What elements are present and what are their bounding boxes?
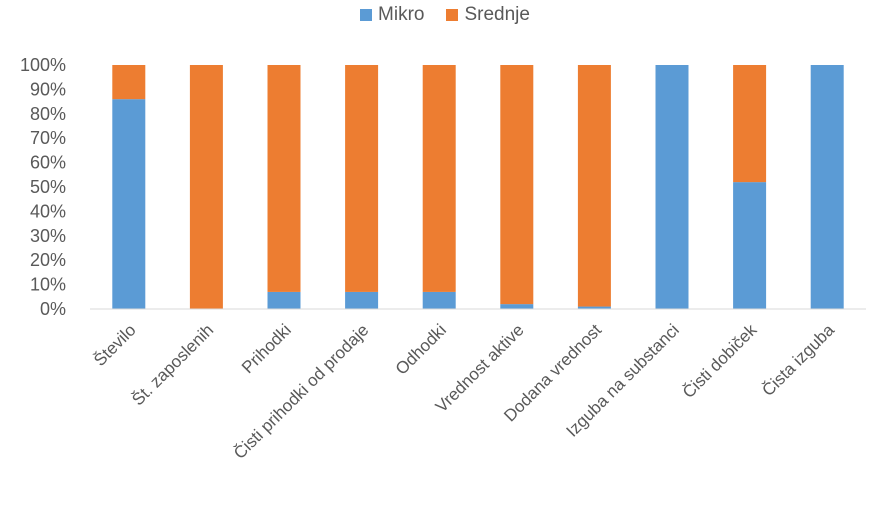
bar-srednje-2 <box>189 65 223 309</box>
bar-srednje-1 <box>112 65 146 100</box>
bar-mikro-6 <box>500 304 534 309</box>
y-tick-label: 90% <box>30 79 66 99</box>
legend-swatch-srednje <box>446 9 459 21</box>
y-tick-label: 10% <box>30 275 66 295</box>
bar-srednje-9 <box>733 65 767 183</box>
y-tick-label: 60% <box>30 153 66 173</box>
bar-srednje-7 <box>577 65 611 307</box>
y-tick-label: 80% <box>30 104 66 124</box>
y-tick-label: 30% <box>30 226 66 246</box>
y-tick-label: 40% <box>30 201 66 221</box>
bar-mikro-9 <box>733 182 767 309</box>
bar-mikro-10 <box>810 65 844 309</box>
legend-swatch-mikro <box>360 9 373 21</box>
legend-item-mikro: Mikro <box>360 4 424 26</box>
y-tick-label: 0% <box>40 299 66 319</box>
y-tick-label: 100% <box>20 55 66 75</box>
bar-srednje-4 <box>345 65 379 292</box>
legend: Mikro Srednje <box>0 4 890 26</box>
x-tick-label: Prihodki <box>238 320 295 377</box>
y-tick-label: 50% <box>30 177 66 197</box>
bar-mikro-4 <box>345 291 379 309</box>
bar-mikro-1 <box>112 99 146 309</box>
bar-srednje-5 <box>422 65 456 292</box>
x-tick-label: Št. zaposlenih <box>128 320 217 409</box>
x-tick-label: Število <box>90 320 140 370</box>
x-tick-label: Čisti prihodki od prodaje <box>230 320 372 462</box>
legend-label-mikro: Mikro <box>378 4 425 25</box>
bar-mikro-7 <box>577 306 611 309</box>
y-tick-label: 20% <box>30 250 66 270</box>
x-tick-label: Čista izguba <box>758 320 838 400</box>
bar-mikro-3 <box>267 291 301 309</box>
legend-label-srednje: Srednje <box>464 4 530 25</box>
bar-mikro-8 <box>655 65 689 309</box>
bar-mikro-5 <box>422 291 456 309</box>
x-tick-label: Odhodki <box>392 320 450 378</box>
bar-srednje-3 <box>267 65 301 292</box>
y-tick-label: 70% <box>30 128 66 148</box>
x-tick-label: Čisti dobiček <box>679 320 761 402</box>
bar-srednje-6 <box>500 65 534 305</box>
legend-item-srednje: Srednje <box>446 4 530 26</box>
